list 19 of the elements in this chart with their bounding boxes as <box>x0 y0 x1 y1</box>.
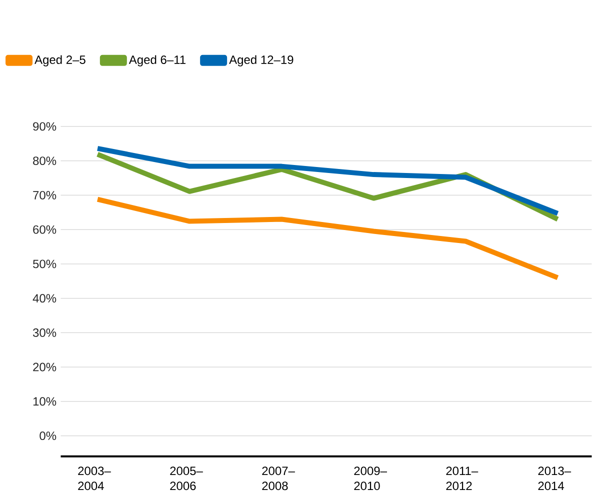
y-tick-label: 50% <box>33 260 56 268</box>
x-tick-label: 2007–2008 <box>262 466 295 490</box>
x-tick-label: 2005–2006 <box>170 466 203 490</box>
y-tick-label: 40% <box>32 294 56 302</box>
y-tick-label: 0% <box>40 432 56 440</box>
y-tick-label: 70% <box>33 190 56 200</box>
y-tick-label: 80% <box>33 156 56 165</box>
legend-label: Aged 12–19 <box>229 55 294 66</box>
legend-label: Aged 2–5 <box>34 55 86 66</box>
y-tick-label: 30% <box>32 328 56 337</box>
x-tick-label: 2011–2012 <box>446 466 478 490</box>
x-tick-label: 2003–2004 <box>78 466 111 490</box>
y-tick-label: 10% <box>33 397 56 406</box>
y-tick-label: 60% <box>33 225 56 234</box>
y-tick-label: 90% <box>33 122 56 131</box>
legend-label: Aged 6–11 <box>128 55 186 66</box>
x-tick-label: 2009–2010 <box>354 466 387 490</box>
x-tick-label: 2013–2014 <box>538 466 572 490</box>
y-tick-label: 20% <box>33 362 56 372</box>
